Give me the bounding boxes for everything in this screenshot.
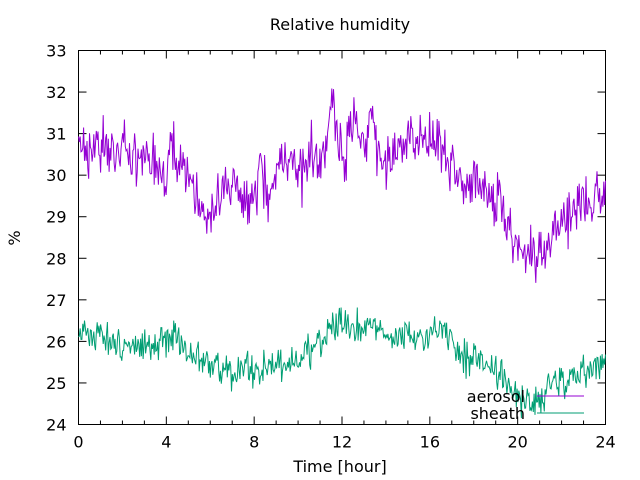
x-tick-label: 24 bbox=[595, 433, 615, 452]
y-tick-label: 25 bbox=[46, 374, 66, 393]
y-tick-label: 33 bbox=[46, 42, 66, 61]
y-axis: 24 25 26 27 28 29 30 31 32 33 bbox=[46, 42, 606, 435]
x-axis: 0 4 8 12 16 20 24 bbox=[73, 50, 616, 452]
x-tick-label: 4 bbox=[161, 433, 171, 452]
x-tick-label: 16 bbox=[420, 433, 440, 452]
chart-title: Relative humidity bbox=[270, 15, 410, 34]
y-tick-label: 24 bbox=[46, 416, 66, 435]
y-tick-label: 32 bbox=[46, 83, 66, 102]
y-tick-label: 31 bbox=[46, 125, 66, 144]
x-tick-label: 12 bbox=[332, 433, 352, 452]
x-tick-label: 0 bbox=[73, 433, 83, 452]
series-layer bbox=[78, 88, 606, 419]
y-tick-label: 27 bbox=[46, 291, 66, 310]
y-tick-label: 26 bbox=[46, 332, 66, 351]
legend-label-aerosol: aerosol bbox=[467, 387, 525, 406]
legend-label-sheath: sheath bbox=[470, 404, 525, 423]
x-axis-label: Time [hour] bbox=[292, 457, 386, 476]
y-axis-label: % bbox=[5, 230, 24, 245]
y-tick-label: 28 bbox=[46, 249, 66, 268]
x-tick-label: 20 bbox=[507, 433, 527, 452]
y-tick-label: 30 bbox=[46, 166, 66, 185]
series-line-aerosol bbox=[78, 88, 606, 283]
y-tick-label: 29 bbox=[46, 208, 66, 227]
x-tick-label: 8 bbox=[249, 433, 259, 452]
plot-frame bbox=[78, 50, 606, 425]
series-line-sheath bbox=[78, 307, 606, 419]
